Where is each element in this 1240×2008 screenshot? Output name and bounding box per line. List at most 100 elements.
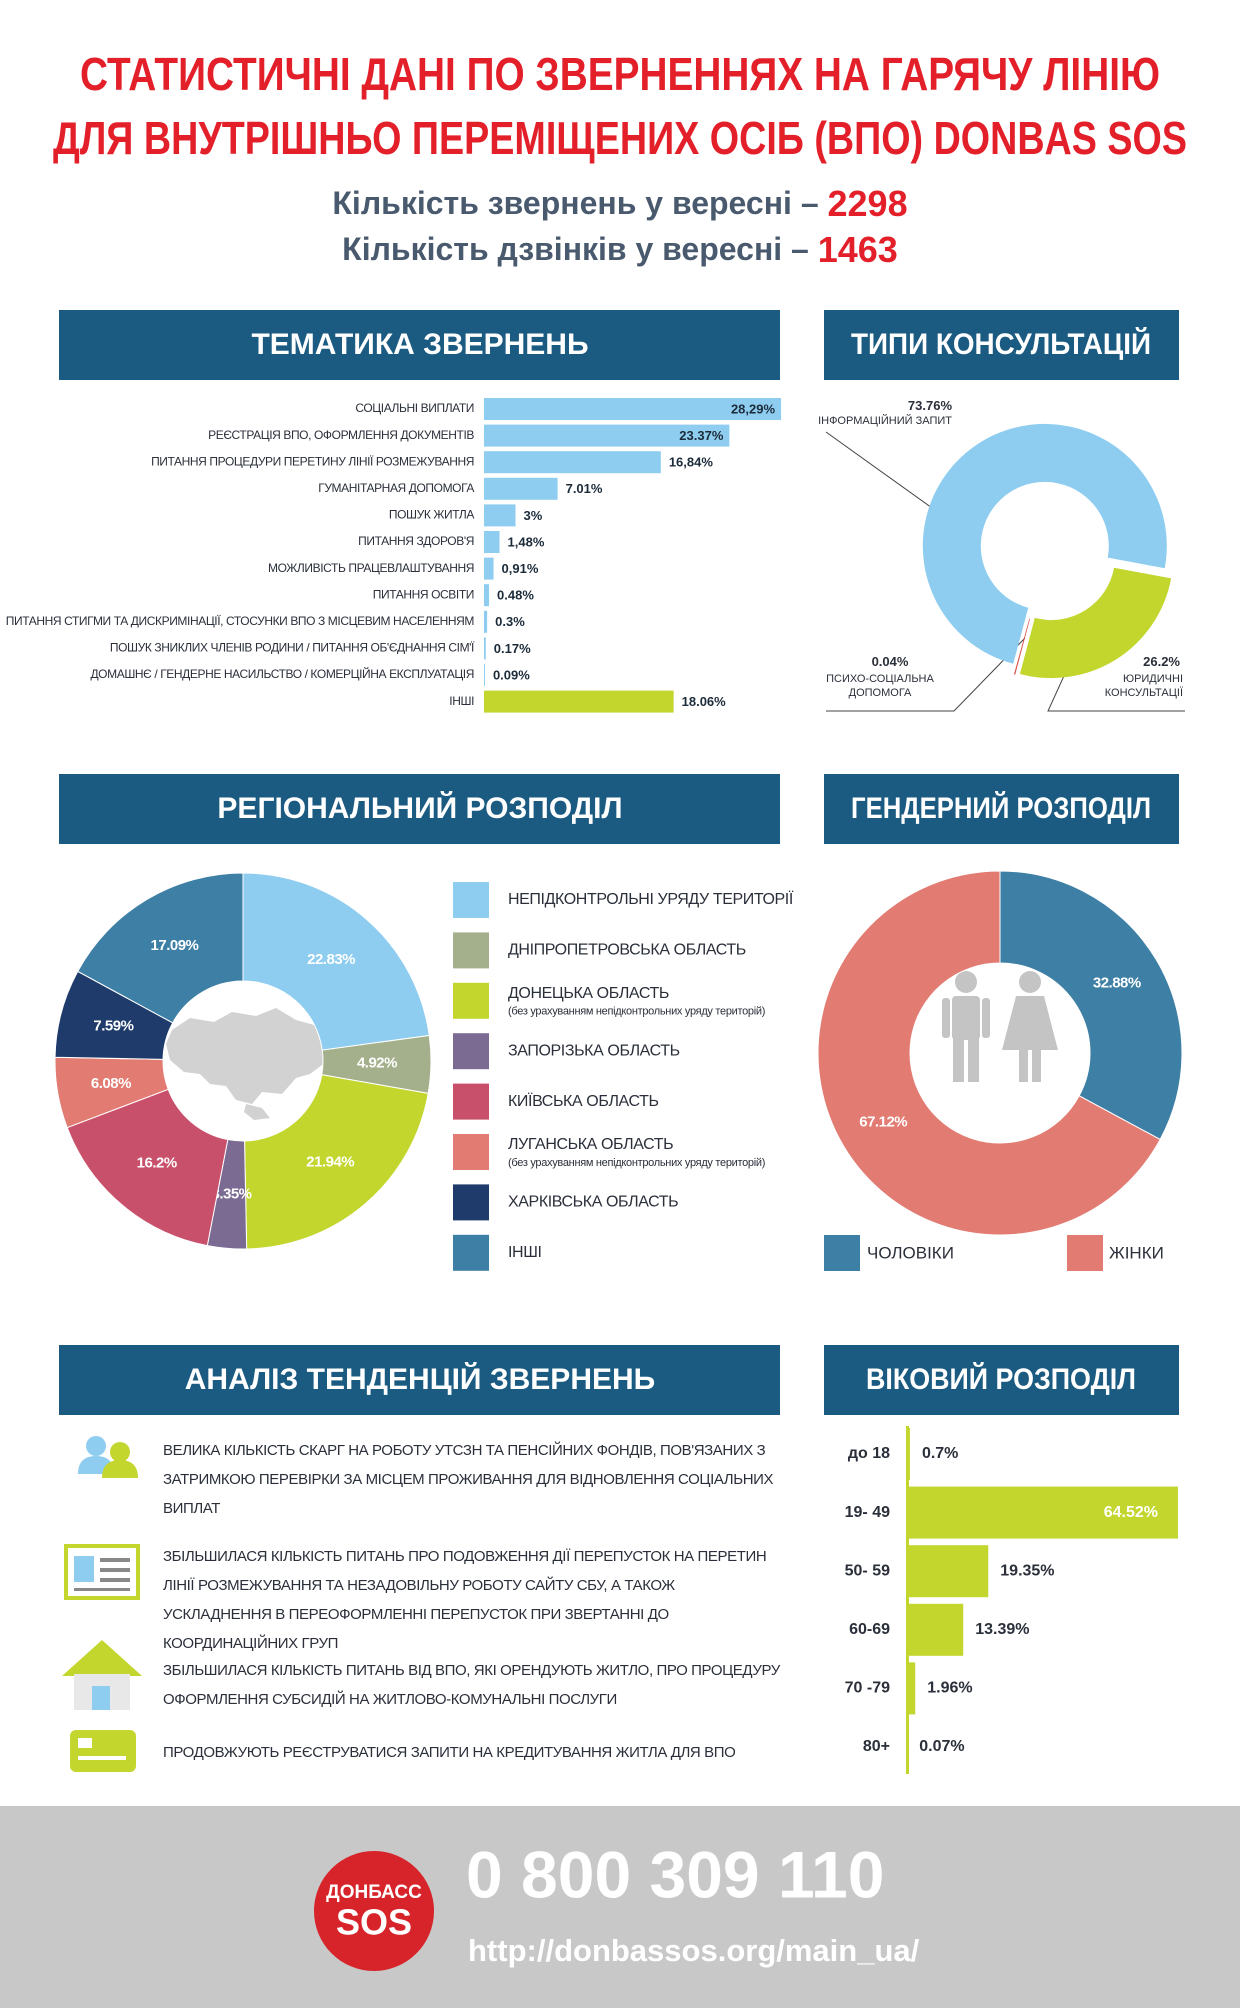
category-label: ІНШІ [449,694,474,708]
url[interactable]: http://donbassos.org/main_ua/ [468,1933,920,1968]
value-label: 0.04% [871,654,909,669]
value-label: 6.08% [91,1075,131,1092]
legend-label: ДОНЕЦЬКА ОБЛАСТЬ [508,985,669,1002]
title-line-1: СТАТИСТИЧНІ ДАНІ ПО ЗВЕРНЕННЯХ НА ГАРЯЧУ… [80,48,1160,100]
value-label: 0.48% [497,588,534,603]
legend-swatch [453,1083,489,1120]
legend-label: ХАРКІВСЬКА ОБЛАСТЬ [508,1194,678,1211]
value-label: 7.59% [93,1018,133,1035]
document-icon [64,1544,140,1600]
legend-label: ЖІНКИ [1109,1243,1164,1262]
section-title: ТЕМАТИКА ЗВЕРНЕНЬ [251,328,588,361]
category-label: 19- 49 [845,1504,890,1521]
category-label: 70 -79 [845,1680,890,1697]
pie-slice [817,870,1161,1236]
bar [484,451,661,474]
bar [484,531,500,553]
pie-slice [244,1074,429,1250]
category-label: ПОШУК ЖИТЛА [389,508,475,522]
category-label: МОЖЛИВІСТЬ ПРАЦЕВЛАШТУВАННЯ [268,561,474,575]
leader-line [826,637,1026,712]
section-title: ТИПИ КОНСУЛЬТАЦІЙ [851,327,1151,361]
legend-swatch [824,1235,860,1271]
value-label: 22.83% [307,951,355,968]
card-icon [70,1730,136,1772]
bar [484,584,490,607]
category-label: ПОШУК ЗНИКЛИХ ЧЛЕНІВ РОДИНИ / ПИТАННЯ ОБ… [110,641,475,655]
category-label: до 18 [848,1445,890,1462]
people-icon [78,1436,138,1478]
value-label: 7.01% [566,481,603,496]
value-label: 3.35% [211,1185,251,1202]
pie-slice [1013,618,1031,675]
value-label: 1.96% [927,1680,972,1697]
section-band [59,1345,780,1415]
stat-label: Кількість дзвінків у вересні – [342,231,809,267]
trend-text: ПРОДОВЖУЮТЬ РЕЄСТРУВАТИСЯ ЗАПИТИ НА КРЕД… [163,1744,736,1761]
title-line-2: ДЛЯ ВНУТРІШНЬО ПЕРЕМІЩЕНИХ ОСІБ (ВПО) DO… [53,112,1187,164]
people-icon [942,971,1058,1082]
legend-note: (без урахуванням непідконтрольних уряду … [508,1006,765,1018]
stat-line: Кількість дзвінків у вересні – 1463 [342,229,898,270]
pie-slice [77,872,244,1024]
value-label: 1,48% [508,534,545,549]
legend-swatch [453,882,489,918]
stat-label: Кількість звернень у вересні – [332,185,818,221]
value-label: 23.37% [679,428,724,443]
legend-label: ЗАПОРІЗЬКА ОБЛАСТЬ [508,1042,680,1059]
legend-label: ЛУГАНСЬКА ОБЛАСТЬ [508,1136,673,1153]
section-band [824,310,1179,380]
value-label: 13.39% [975,1621,1029,1638]
legend-swatch [453,1234,489,1271]
value-label: 0.7% [922,1445,958,1462]
category-label: РЕЄСТРАЦІЯ ВПО, ОФОРМЛЕННЯ ДОКУМЕНТІВ [208,428,474,442]
category-label: ПИТАННЯ СТИГМИ ТА ДИСКРИМІНАЦІЇ, СТОСУНК… [6,614,475,628]
pie-slice [922,423,1167,664]
section-title: АНАЛІЗ ТЕНДЕНЦІЙ ЗВЕРНЕНЬ [185,1362,655,1396]
footer-band [0,1806,1240,2008]
category-label: ДОМАШНЄ / ГЕНДЕРНЕ НАСИЛЬСТВО / КОМЕРЦІЙ… [90,666,474,681]
category-label: ПИТАННЯ ЗДОРОВ'Я [358,534,474,548]
value-label: 16,84% [669,455,714,470]
value-label: 3% [524,508,543,523]
category-label: 50- 59 [845,1562,890,1579]
value-label: 28,29% [731,401,776,416]
legend-label: ІНШІ [508,1244,542,1261]
value-label: 0.3% [495,614,525,629]
axis-line [906,1426,909,1774]
bar [484,637,486,660]
logo-circle [314,1851,434,1971]
legend-label: ДНІПРОПЕТРОВСЬКА ОБЛАСТЬ [508,942,746,959]
stat-value: 1463 [818,229,898,270]
bar [907,1662,916,1715]
legend-swatch [1067,1235,1103,1271]
value-label: 67.12% [859,1114,907,1131]
category-label: ПИТАННЯ ОСВІТИ [373,587,474,601]
legend-swatch [453,982,489,1019]
section-band [824,1345,1179,1415]
value-label: 21.94% [306,1154,354,1171]
value-label: 32.88% [1093,974,1141,991]
value-label: 16.2% [137,1154,177,1171]
category-label: ПСИХО-СОЦІАЛЬНА ДОПОМОГА [826,673,934,699]
legend-swatch [453,1134,489,1170]
bar [907,1603,964,1656]
section-title: ВІКОВИЙ РОЗПОДІЛ [866,1362,1136,1396]
bar [484,690,674,713]
legend-swatch [453,932,489,969]
bar [907,1486,1178,1539]
phone: 0 800 309 110 [466,1837,884,1911]
category-label: 60-69 [849,1621,890,1638]
legend-swatch [453,1033,489,1070]
category-label: ГУМАНІТАРНАЯ ДОПОМОГА [318,481,474,495]
pie-slice [66,1088,229,1247]
value-label: 26.2% [1143,654,1180,669]
value-label: 73.76% [907,398,952,413]
pie-slice [999,870,1183,1141]
legend-swatch [453,1184,489,1221]
value-label: 17.09% [151,937,199,954]
value-label: 4.92% [357,1054,397,1071]
value-label: 18.06% [682,694,727,709]
bar [484,504,516,527]
